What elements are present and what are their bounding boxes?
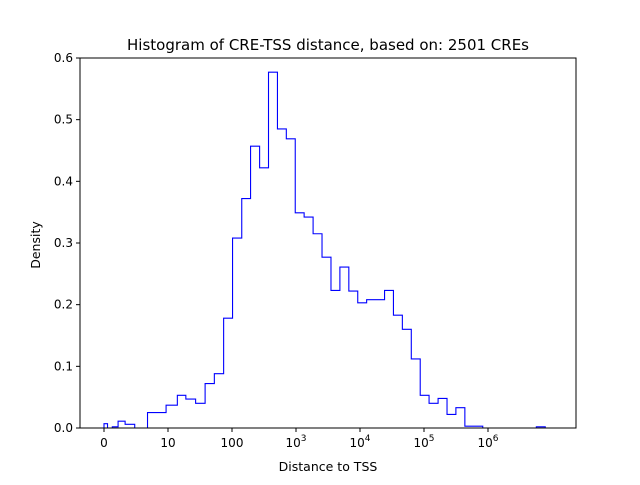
x-tick-label: 0 — [100, 436, 108, 450]
histogram-bin — [438, 398, 447, 428]
histogram-bin — [358, 303, 367, 428]
histogram-bin — [205, 384, 214, 428]
plot-frame — [79, 57, 577, 429]
x-tick-label: 100 — [221, 436, 244, 450]
histogram-bin — [224, 318, 233, 428]
x-axis: 0 10 100 103 104 105 106 — [100, 428, 499, 450]
plot-area — [79, 57, 577, 429]
histogram-bin — [322, 257, 331, 428]
x-tick-label: 10 — [160, 436, 175, 450]
histogram-bin — [447, 414, 456, 428]
histogram-bin — [304, 217, 313, 428]
histogram-bin — [295, 213, 304, 428]
histogram-bin — [125, 424, 135, 428]
histogram-bin — [118, 421, 125, 428]
histogram-bin — [186, 399, 196, 428]
x-tick-label: 105 — [413, 434, 434, 450]
histogram-bin — [420, 395, 429, 428]
histogram-bin — [242, 199, 251, 428]
histogram-bin — [411, 359, 420, 428]
histogram-bin — [177, 395, 185, 428]
histogram-bin — [166, 405, 177, 428]
histogram-bin — [385, 290, 394, 428]
histogram-bin — [313, 234, 322, 428]
x-tick-label: 106 — [477, 434, 498, 450]
histogram-bin — [269, 72, 278, 428]
x-axis-label: Distance to TSS — [279, 459, 378, 474]
histogram-bin — [277, 129, 286, 428]
histogram-bin — [402, 329, 411, 428]
histogram-bin — [260, 168, 269, 428]
x-tick-label: 104 — [349, 434, 370, 450]
histogram-bin — [429, 403, 438, 428]
histogram-bin — [367, 300, 376, 428]
y-tick-label: 0.1 — [54, 359, 73, 373]
histogram-bin — [233, 238, 242, 428]
histogram-bin — [376, 300, 385, 428]
y-tick-label: 0.0 — [54, 421, 73, 435]
histogram-step-outline — [103, 71, 555, 428]
histogram-bin — [286, 139, 295, 428]
histogram-bin — [196, 403, 205, 428]
y-tick-label: 0.2 — [54, 298, 73, 312]
histogram-bin — [393, 315, 402, 428]
y-axis: 0.0 0.1 0.2 0.3 0.4 0.5 0.6 — [54, 51, 80, 435]
histogram-bin — [456, 408, 465, 428]
y-tick-label: 0.5 — [54, 113, 73, 127]
y-axis-label: Density — [28, 221, 43, 269]
y-tick-label: 0.6 — [54, 51, 73, 65]
x-tick-label: 103 — [285, 434, 306, 450]
y-tick-label: 0.3 — [54, 236, 73, 250]
histogram-bin — [340, 267, 349, 428]
y-tick-label: 0.4 — [54, 174, 73, 188]
histogram-bin — [148, 413, 167, 428]
histogram-bin — [331, 290, 340, 428]
histogram-bin — [214, 374, 223, 428]
histogram-bin — [251, 146, 260, 428]
histogram-bars — [103, 71, 555, 428]
chart-title: Histogram of CRE-TSS distance, based on:… — [127, 36, 529, 54]
histogram-bin — [349, 291, 358, 428]
